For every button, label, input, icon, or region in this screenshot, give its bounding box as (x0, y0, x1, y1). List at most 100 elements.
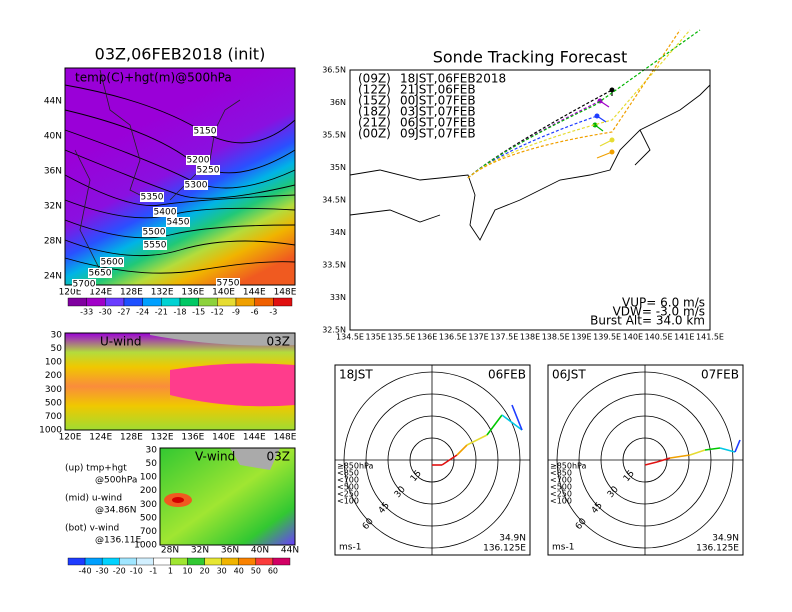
vwind-time: 03Z (267, 450, 291, 464)
lon-label: 144E (243, 288, 266, 298)
colorbar-label: 20 (200, 567, 210, 576)
launch-code: (12Z) (358, 83, 391, 97)
launch-code: (21Z) (358, 116, 391, 130)
ring-label: 15 (622, 469, 637, 484)
colorbar-cell (101, 557, 120, 566)
lat-label: 24N (44, 272, 62, 282)
panel-notes: (up) tmp+hgt @500hPa (mid) u-wind @34.86N (b… (65, 464, 141, 546)
vwind-frame (159, 447, 296, 546)
missing-area (150, 333, 295, 346)
map-frame (64, 67, 296, 286)
contour-label: 5600 (101, 258, 124, 268)
track-line (467, 115, 598, 179)
contour-label-bg (184, 180, 208, 190)
pressure-label: 1000 (134, 541, 157, 551)
colorbar-label: -20 (113, 567, 126, 576)
burst-point (594, 113, 600, 119)
lon-label: 128E (120, 288, 143, 298)
colorbar-label: -12 (211, 308, 224, 317)
contour-label-bg (140, 192, 164, 202)
lon-label: 148E (274, 433, 297, 443)
launch-label: 18JST,06FEB2018 (400, 72, 506, 86)
lon-label: 36N (221, 546, 239, 556)
pressure-label: 300 (45, 385, 62, 395)
ring-label: 60 (361, 517, 376, 532)
hodo-trace (441, 454, 458, 466)
contour-label: 5450 (167, 218, 190, 228)
lat-label: 32.5N (322, 326, 346, 335)
lon-label: 32N (191, 546, 209, 556)
note-detail: @34.86N (95, 506, 137, 516)
hodo-time: 18JST (339, 368, 373, 382)
hodo-lon: 136.125E (696, 544, 739, 554)
contour-label: 5650 (89, 269, 112, 279)
hodo-trace (486, 414, 503, 436)
launch-code: (09Z) (358, 72, 391, 86)
temperature-field (65, 68, 295, 285)
colorbar-cell (255, 557, 274, 566)
lon-label: 136E (417, 333, 437, 342)
lon-label: 132E (151, 433, 174, 443)
colorbar-cell (204, 557, 222, 566)
pressure-label: 200 (45, 371, 62, 381)
track-param: VUP= 6.0 m/s (622, 296, 705, 310)
map-title: 03Z,06FEB2018 (init) (95, 45, 266, 64)
ring-label: 30 (606, 485, 621, 500)
colorbar-label: -30 (96, 567, 109, 576)
contour-label-bg (186, 155, 210, 165)
note-title: (mid) u-wind (65, 494, 122, 504)
lon-label: 139.5E (593, 333, 621, 342)
contour-label-bg (143, 240, 167, 250)
colorbar-label: -9 (232, 308, 240, 317)
lon-label: 140E (623, 333, 643, 342)
ring-label: 15 (409, 469, 424, 484)
contour-label: 5500 (143, 228, 166, 238)
pressure-label: 300 (140, 500, 157, 510)
level-label: <500 (337, 483, 359, 492)
lon-label: 128E (120, 433, 143, 443)
level-label: <100 (550, 497, 572, 506)
vwind-title: V-wind (195, 450, 235, 464)
lon-label: 134.5E (336, 333, 364, 342)
lat-label: 34.5N (322, 196, 346, 205)
contour-label-bg (193, 126, 217, 136)
lon-label: 132E (151, 288, 174, 298)
hodo-lon: 136.125E (483, 544, 526, 554)
lon-label: 137E (468, 333, 488, 342)
note-detail: @136.11E (95, 536, 141, 546)
burst-point (609, 149, 615, 155)
launch-label: 03JST,07FEB (400, 105, 476, 119)
contour-label: 5700 (73, 280, 96, 290)
pressure-label: 100 (45, 358, 62, 368)
colorbar-cell (179, 297, 199, 307)
colorbar-label: -24 (136, 308, 149, 317)
contour-label-bg (166, 217, 190, 227)
lat-label: 35N (330, 163, 346, 172)
lon-label: 140E (212, 288, 235, 298)
pressure-label: 700 (140, 527, 157, 537)
lon-label: 140E (212, 433, 235, 443)
jet-core (170, 363, 295, 407)
lon-label: 135E (366, 333, 386, 342)
contour-label-bg (196, 165, 220, 175)
lon-label: 120E (59, 433, 82, 443)
track-labels: 36.5N 36N 35.5N 35N 34.5N 34N 33.5N 33N 32.5N134… (322, 66, 724, 342)
track-frame (349, 69, 711, 331)
lon-label: 136E (181, 433, 204, 443)
pressure-label: 200 (140, 486, 157, 496)
contour-label: 5400 (154, 208, 177, 218)
colorbar-label: -15 (192, 308, 205, 317)
level-label: <250 (550, 490, 572, 499)
note-title: (up) tmp+hgt (65, 464, 127, 474)
hodo-lat: 34.9N (499, 534, 526, 544)
field-label: temp(C)+hgt(m)@500hPa (75, 71, 232, 85)
track-param: VDW= -3.0 m/s (613, 305, 705, 319)
hodo-trace (704, 447, 721, 451)
contour-label: 5350 (141, 193, 164, 203)
pressure-label: 700 (45, 412, 62, 422)
contour-label: 5750 (217, 279, 240, 289)
colorbar-cell (67, 557, 86, 566)
burst-point (609, 87, 615, 93)
launch-code: (00Z) (358, 127, 391, 141)
